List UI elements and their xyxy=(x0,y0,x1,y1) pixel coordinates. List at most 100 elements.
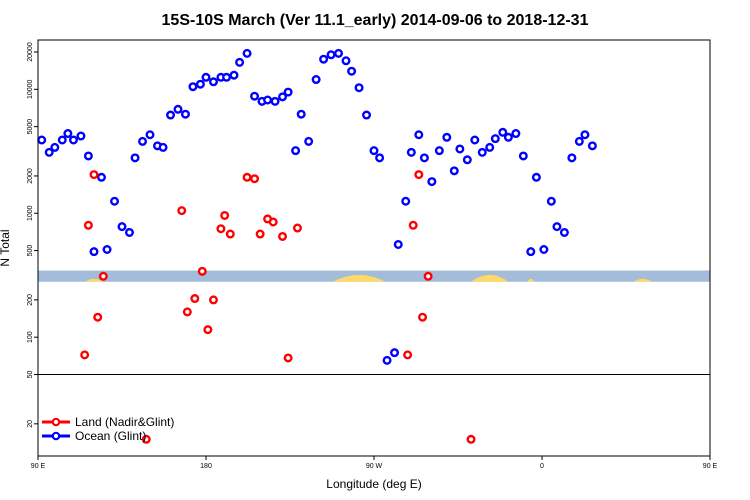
ocean-data-point xyxy=(63,129,73,139)
land-segment xyxy=(84,278,104,282)
ocean-data-point xyxy=(319,54,329,64)
plot-area: 20 50 100 200 500 1000 2000 5000 10000 20000 90 E 1… xyxy=(27,42,718,470)
y-tick-label: 500 xyxy=(27,245,34,257)
ocean-data-point xyxy=(222,72,232,82)
ocean-data-point xyxy=(382,355,392,365)
ocean-data-point xyxy=(242,48,252,58)
legend: Land (Nadir&Glint) Ocean (Glint) xyxy=(42,415,174,443)
ocean-data-point xyxy=(291,146,301,156)
ocean-data-point xyxy=(414,130,424,140)
ocean-data-point xyxy=(124,227,134,237)
land-data-point xyxy=(403,350,413,360)
ocean-data-point xyxy=(567,153,577,163)
land-data-point xyxy=(190,294,200,304)
y-tick-label: 2000 xyxy=(27,168,34,184)
ocean-data-point xyxy=(539,244,549,254)
ocean-data-point xyxy=(390,348,400,358)
ocean-data-point xyxy=(341,56,351,66)
chart-title: 15S-10S March (Ver 11.1_early) 2014-09-0… xyxy=(162,12,589,29)
ocean-data-point xyxy=(574,136,584,146)
ocean-data-point xyxy=(434,146,444,156)
ocean-data-point xyxy=(229,70,239,80)
ocean-data-point xyxy=(270,96,280,106)
ocean-data-point xyxy=(37,135,47,145)
land-data-point xyxy=(203,325,213,335)
ocean-data-point xyxy=(587,141,597,151)
land-data-point xyxy=(93,312,103,322)
ocean-data-point xyxy=(526,247,536,257)
ocean-data-point xyxy=(531,172,541,182)
ocean-data-point xyxy=(498,127,508,137)
land-data-point xyxy=(408,220,418,230)
x-tick-label: 90 E xyxy=(703,463,718,470)
ocean-data-point xyxy=(304,136,314,146)
ocean-data-point xyxy=(477,147,487,157)
ocean-data-point xyxy=(89,247,99,257)
land-data-point xyxy=(278,231,288,241)
ocean-data-point xyxy=(393,239,403,249)
ocean-data-point xyxy=(158,142,168,152)
land-data-point xyxy=(242,172,252,182)
ocean-data-point xyxy=(263,95,273,105)
land-data-point xyxy=(89,170,99,180)
x-axis-label: Longitude (deg E) xyxy=(326,477,421,491)
y-tick-label: 5000 xyxy=(27,119,34,135)
land-data-point xyxy=(292,223,302,233)
ocean-data-point xyxy=(518,151,528,161)
ocean-data-point xyxy=(552,222,562,232)
ocean-data-point xyxy=(96,172,106,182)
ocean-data-point xyxy=(102,244,112,254)
ocean-data-point xyxy=(44,147,54,157)
land-data-point xyxy=(197,266,207,276)
ocean-data-point xyxy=(334,48,344,58)
ocean-data-point xyxy=(455,144,465,154)
ocean-data-point xyxy=(311,75,321,85)
x-tick-label: 0 xyxy=(540,463,544,470)
ocean-data-point xyxy=(490,134,500,144)
land-data-point xyxy=(177,206,187,216)
land-data-point xyxy=(208,295,218,305)
ocean-data-point xyxy=(180,109,190,119)
land-segment xyxy=(527,278,535,282)
land-data-point xyxy=(418,312,428,322)
ocean-data-point xyxy=(511,129,521,139)
y-tick-label: 200 xyxy=(27,294,34,306)
ocean-data-point xyxy=(235,57,245,67)
x-tick-label: 90 E xyxy=(31,463,46,470)
land-segment xyxy=(471,274,509,282)
y-tick-label: 20000 xyxy=(27,42,34,62)
x-tick-label: 90 W xyxy=(366,463,383,470)
ocean-data-point xyxy=(406,147,416,157)
land-data-point xyxy=(182,307,192,317)
ocean-data-point xyxy=(83,151,93,161)
ocean-data-point xyxy=(449,166,459,176)
y-axis-label: N Total xyxy=(0,229,12,266)
land-segment xyxy=(633,278,653,282)
ocean-data-point xyxy=(250,91,260,101)
ocean-data-point xyxy=(57,135,67,145)
land-data-point xyxy=(466,434,476,444)
ocean-data-point xyxy=(278,92,288,102)
legend-ocean-label: Ocean (Glint) xyxy=(75,429,146,443)
ocean-data-point xyxy=(130,153,140,163)
y-tick-label: 100 xyxy=(27,331,34,343)
ocean-data-point xyxy=(419,153,429,163)
plot-frame xyxy=(37,39,711,457)
ocean-data-point xyxy=(470,135,480,145)
land-data-point xyxy=(220,210,230,220)
y-tick-label: 1000 xyxy=(27,205,34,221)
ocean-data-point xyxy=(110,196,120,206)
ocean-data-point xyxy=(354,83,364,93)
ocean-data-point xyxy=(369,146,379,156)
ocean-data-point xyxy=(188,82,198,92)
ocean-data-point xyxy=(117,222,127,232)
ocean-data-point xyxy=(546,196,556,206)
ocean-data-point xyxy=(201,72,211,82)
ocean-data-point xyxy=(580,130,590,140)
ocean-data-point xyxy=(208,77,218,87)
land-data-point xyxy=(216,224,226,234)
y-tick-label: 10000 xyxy=(27,79,34,99)
ocean-data-point xyxy=(283,87,293,97)
ocean-data-point xyxy=(296,109,306,119)
